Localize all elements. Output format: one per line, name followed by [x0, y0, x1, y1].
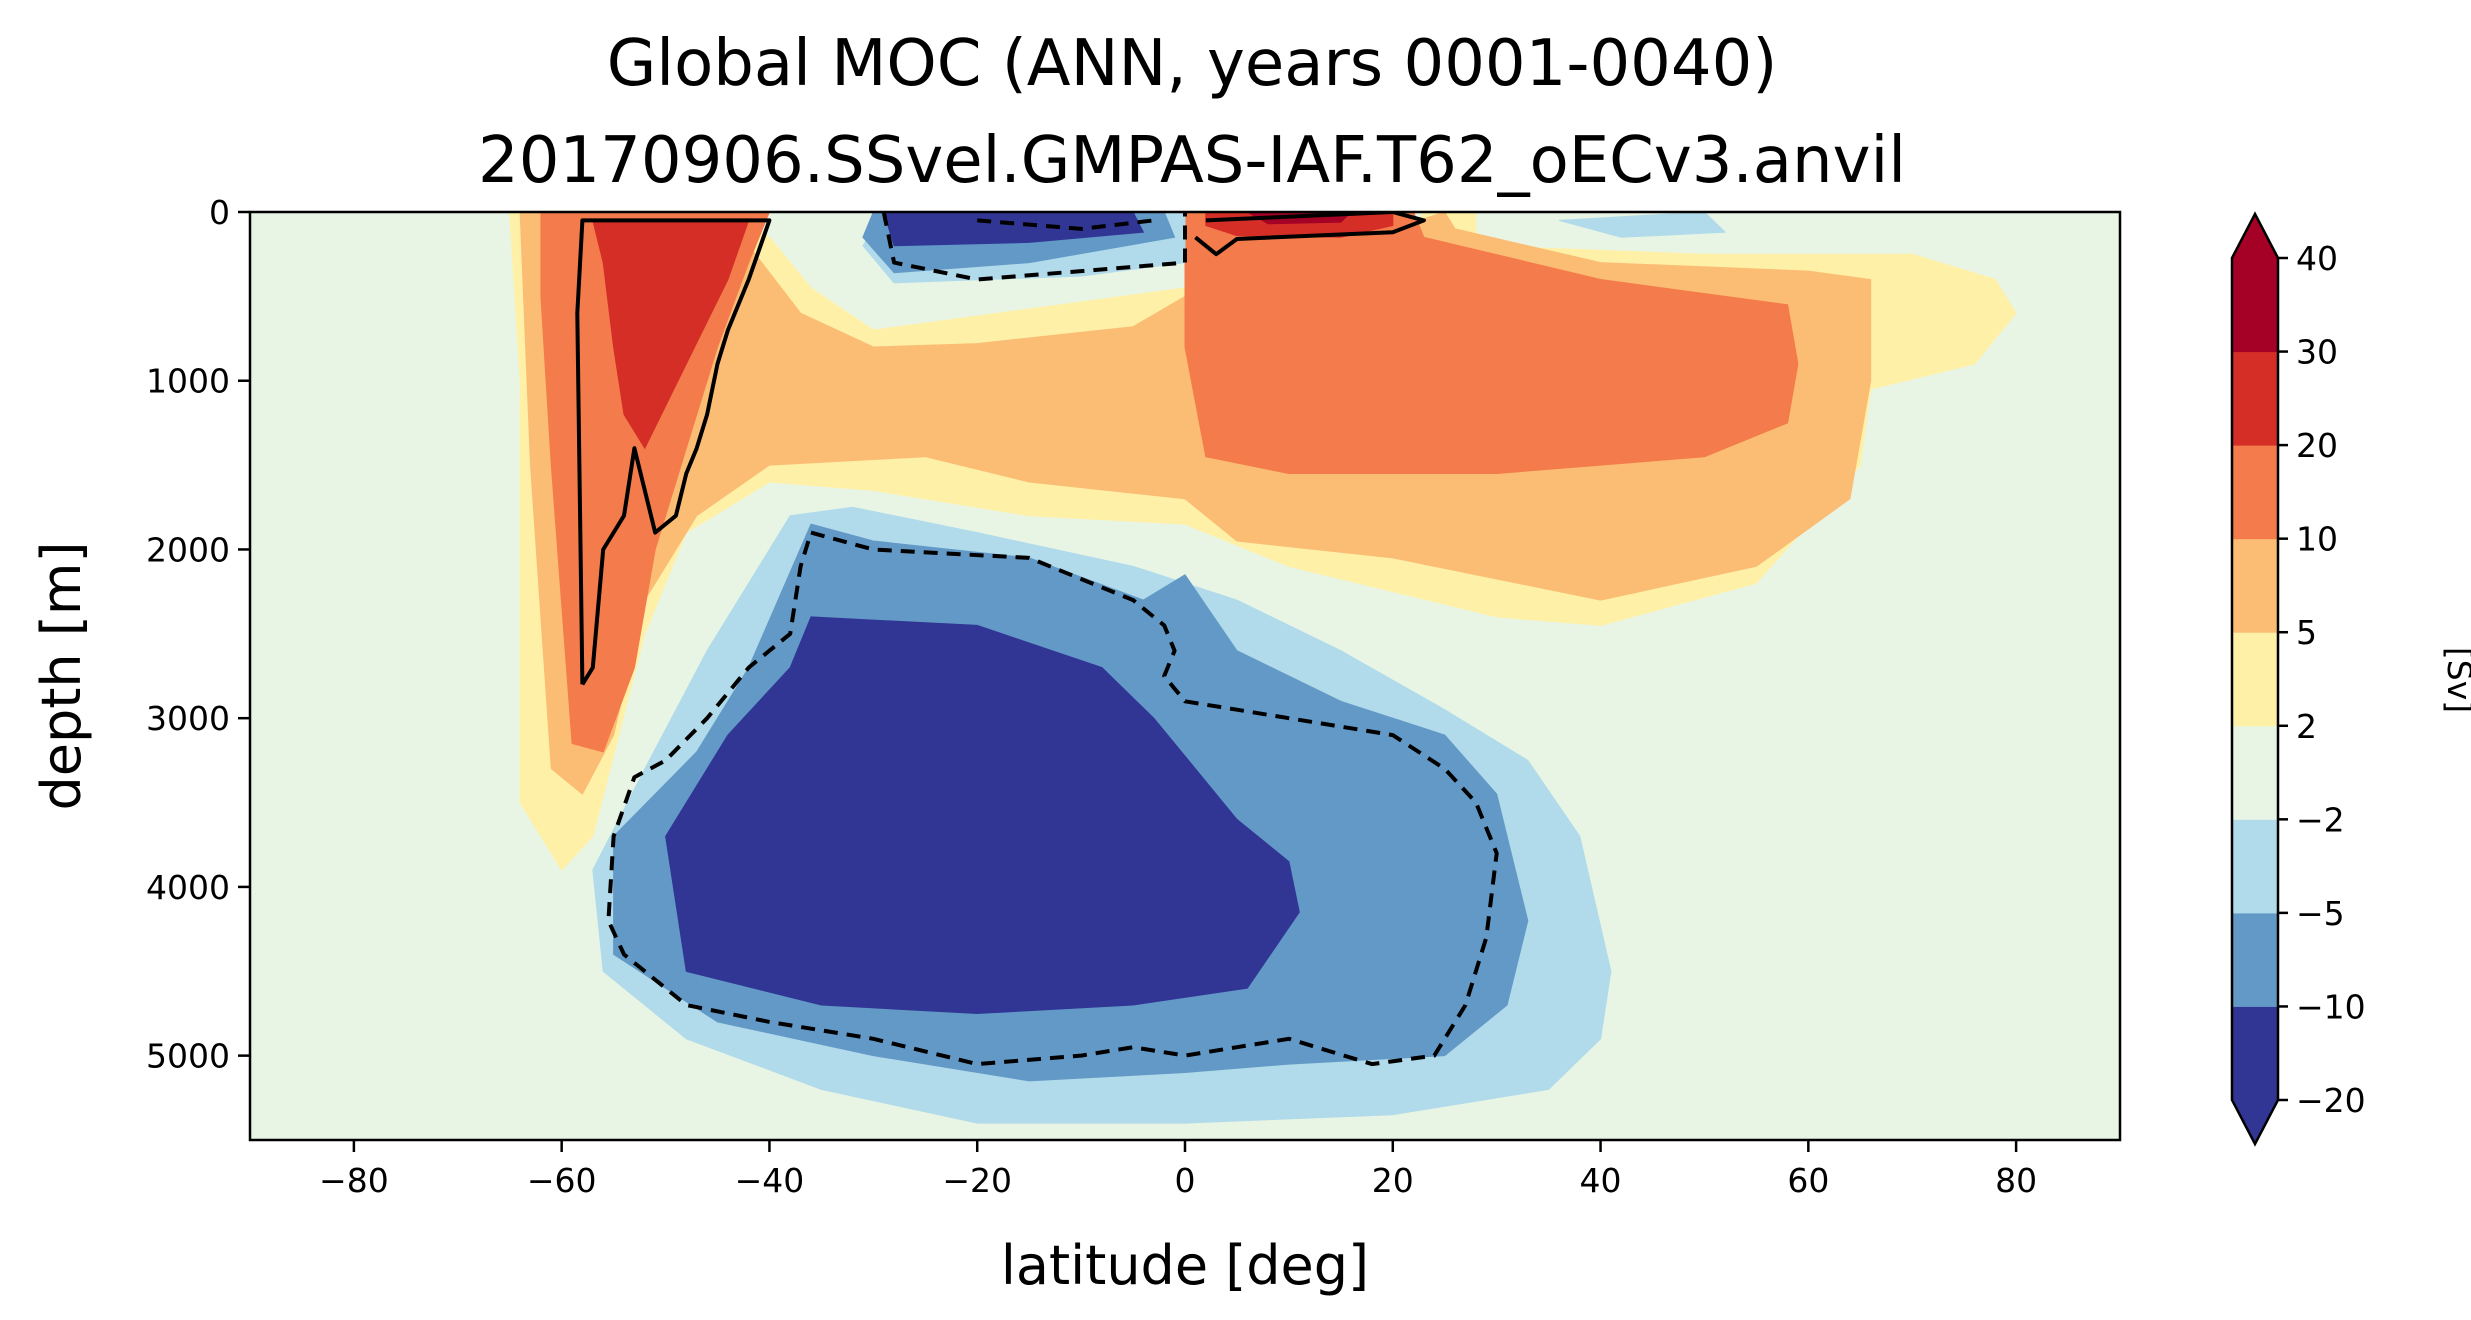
- x-tick-label-5: 20: [1372, 1161, 1414, 1200]
- contour-region-4: [592, 219, 750, 450]
- colorbar-extend-low: [2232, 1100, 2278, 1144]
- chart-title-line-2: 20170906.SSvel.GMPAS-IAF.T62_oECv3.anvil: [478, 124, 1906, 198]
- contour-line-4: [606, 530, 1499, 1067]
- plot-area: [250, 212, 2120, 1140]
- colorbar-segment-0: [2232, 1006, 2278, 1101]
- colorbar-extend-high: [2232, 214, 2278, 258]
- contour-region-3: [1184, 212, 1799, 474]
- y-axis-label: depth [m]: [30, 541, 93, 810]
- contour-line-1: [1194, 212, 1426, 257]
- colorbar: −20 −10 −5 −2 2 5 10 20 30 40: [2230, 211, 2366, 1147]
- contour-line-0: [575, 218, 772, 686]
- contour-region-9: [1558, 212, 1727, 238]
- colorbar-tick-label-3: −2: [2296, 800, 2345, 839]
- y-tick-label-5: 5000: [146, 1037, 230, 1076]
- colorbar-segment-5: [2232, 538, 2278, 633]
- colorbar-tick-label-6: 10: [2296, 520, 2338, 559]
- x-tick-label-6: 40: [1580, 1161, 1622, 1200]
- x-tick-label-7: 60: [1787, 1161, 1829, 1200]
- x-tick-label-8: 80: [1995, 1161, 2037, 1200]
- contour-region-13: [665, 616, 1300, 1015]
- colorbar-segment-2: [2232, 819, 2278, 914]
- contour-line-3: [977, 218, 1155, 231]
- colorbar-segment-3: [2232, 725, 2278, 820]
- colorbar-tick-label-2: −5: [2296, 894, 2345, 933]
- x-tick-label-0: −80: [319, 1161, 389, 1200]
- y-tick-label-1: 1000: [146, 362, 230, 401]
- colorbar-tick-label-7: 20: [2296, 426, 2338, 465]
- colorbar-tick-label-4: 2: [2296, 707, 2317, 746]
- y-tick-label-2: 2000: [146, 530, 230, 569]
- colorbar-tick-label-0: −20: [2296, 1081, 2366, 1120]
- colorbar-segment-8: [2232, 258, 2278, 353]
- x-tick-label-2: −40: [735, 1161, 805, 1200]
- colorbar-tick-label-1: −10: [2296, 987, 2366, 1026]
- x-tick-label-3: −20: [942, 1161, 1012, 1200]
- colorbar-segment-4: [2232, 632, 2278, 727]
- y-axis-ticks: 0 1000 2000 3000 4000 5000: [146, 193, 250, 1076]
- x-axis-ticks: −80 −60 −40 −20 0 20 40 60 80: [319, 1140, 2037, 1200]
- colorbar-segment-6: [2232, 445, 2278, 540]
- x-tick-label-4: 0: [1175, 1161, 1196, 1200]
- y-tick-label-4: 4000: [146, 868, 230, 907]
- colorbar-segment-7: [2232, 351, 2278, 446]
- colorbar-tick-label-9: 40: [2296, 239, 2338, 278]
- contour-line-2: [881, 212, 1187, 282]
- colorbar-segment-1: [2232, 912, 2278, 1007]
- y-tick-label-0: 0: [209, 193, 230, 232]
- chart-title-line-1: Global MOC (ANN, years 0001-0040): [607, 27, 1778, 101]
- colorbar-label: [Sv]: [2440, 647, 2471, 713]
- y-tick-label-3: 3000: [146, 699, 230, 738]
- x-tick-label-1: −60: [527, 1161, 597, 1200]
- colorbar-tick-label-8: 30: [2296, 333, 2338, 372]
- colorbar-tick-label-5: 5: [2296, 613, 2317, 652]
- contour-region-12: [883, 212, 1145, 247]
- x-axis-label: latitude [deg]: [1001, 1234, 1369, 1297]
